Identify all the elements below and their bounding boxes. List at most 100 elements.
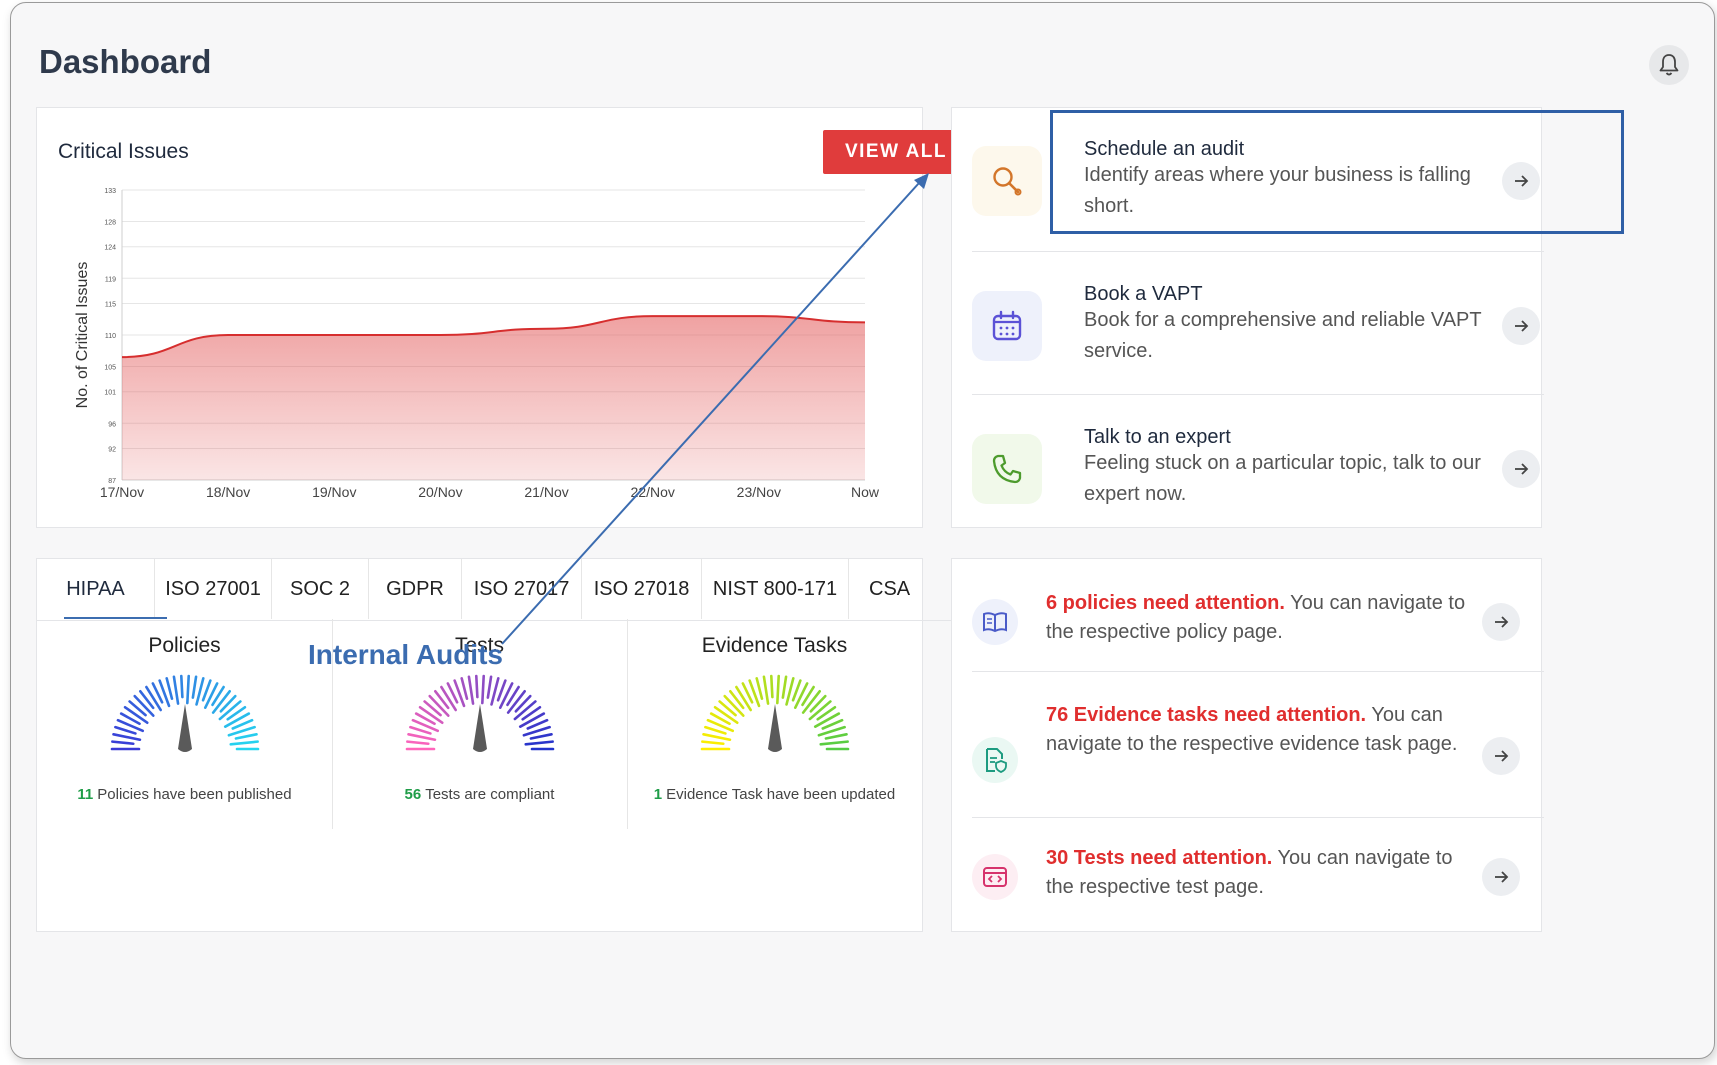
gauge-tick xyxy=(713,705,739,725)
gauge-tests: Tests 56 Tests are compliant xyxy=(332,559,627,819)
gauge-caption: 1 Evidence Task have been updated xyxy=(627,786,922,803)
notifications-button[interactable] xyxy=(1649,45,1689,85)
action-book-a-vapt[interactable]: Book a VAPT Book for a comprehensive and … xyxy=(972,283,1578,383)
x-tick-label: 17/Nov xyxy=(100,484,144,500)
gauge-dial xyxy=(405,674,554,752)
x-tick-label: Now xyxy=(851,484,880,500)
gauge-count: 11 xyxy=(77,786,94,803)
critical-issues-card: Critical Issues VIEW ALL 87 92 96 101 105 110… xyxy=(36,107,969,528)
page-title: Dashboard xyxy=(39,43,212,80)
view-all-button[interactable]: VIEW ALL xyxy=(823,130,969,174)
gauge-caption: 11 Policies have been published xyxy=(37,786,332,803)
gauge-tick xyxy=(427,694,450,717)
gauge-tick xyxy=(506,689,526,714)
gauge-dial xyxy=(700,674,849,752)
row-divider xyxy=(972,251,1544,252)
arrow-right-icon[interactable] xyxy=(1482,858,1520,896)
attention-item[interactable]: 30 Tests need attention. You can navigat… xyxy=(952,844,1541,914)
dashboard-window: Dashboard Critical Issues VIEW ALL 87 92 9… xyxy=(10,2,1715,1059)
tab-gdpr[interactable]: GDPR xyxy=(369,559,462,619)
gauge-tick xyxy=(728,689,744,710)
gauge-tick xyxy=(800,685,815,707)
gauge-title: Tests xyxy=(454,634,504,657)
action-title: Talk to an expert xyxy=(1084,426,1231,448)
gauge-tick xyxy=(164,677,173,700)
gauge-tick xyxy=(405,740,430,746)
gauge-tick xyxy=(808,700,832,721)
gauge-tick xyxy=(230,718,253,730)
attention-text: 6 policies need attention. You can navig… xyxy=(1046,589,1466,647)
gauge-tick xyxy=(700,740,725,746)
gauge-tick xyxy=(762,675,769,705)
gauge-tick xyxy=(110,740,135,746)
arrow-right-icon[interactable] xyxy=(1502,307,1540,345)
tab-iso-27001[interactable]: ISO 27001 xyxy=(155,559,272,619)
gauge-tick xyxy=(225,705,246,721)
gauge-tick xyxy=(525,718,548,730)
critical-issues-title: Critical Issues xyxy=(58,140,189,163)
bell-icon xyxy=(1659,54,1679,76)
y-tick-label: 124 xyxy=(104,245,116,252)
gauge-tick xyxy=(201,679,212,702)
gauge-tick xyxy=(467,675,474,705)
gauge-caption-text: Evidence Task have been updated xyxy=(666,786,896,803)
x-tick-label: 21/Nov xyxy=(524,484,568,500)
arrow-right-icon[interactable] xyxy=(1482,737,1520,775)
gauge-tick xyxy=(151,682,163,704)
attention-text: 76 Evidence tasks need attention. You ca… xyxy=(1046,701,1466,759)
action-talk-to-an-expert[interactable]: Talk to an expert Feeling stuck on a part… xyxy=(972,426,1578,526)
book-icon xyxy=(972,599,1018,645)
phone-icon xyxy=(972,434,1042,504)
tab-soc-2[interactable]: SOC 2 xyxy=(272,559,369,619)
gauge-tick xyxy=(701,733,731,742)
gauge-tick xyxy=(769,674,774,699)
attention-item[interactable]: 76 Evidence tasks need attention. You ca… xyxy=(952,701,1541,811)
gauge-evidence-tasks: Evidence Tasks 1 Evidence Task have been u… xyxy=(627,559,922,819)
gauge-tick xyxy=(194,677,205,706)
frameworks-card: HIPAA ISO 27001 SOC 2 GDPR ISO 27017 ISO 2701… xyxy=(36,558,1008,932)
attention-message: You can navigate to the respective evide… xyxy=(1046,704,1458,755)
gauge-count: 56 xyxy=(404,786,422,803)
gauge-tick xyxy=(824,733,848,740)
active-tab-indicator xyxy=(64,617,167,619)
gauge-tick xyxy=(219,694,237,713)
gauge-tick xyxy=(747,679,760,708)
gauge-tick xyxy=(781,675,787,699)
gauge-dial xyxy=(110,674,259,752)
gauge-tick xyxy=(775,674,780,705)
magnifier-icon xyxy=(972,146,1042,216)
arrow-right-icon[interactable] xyxy=(1482,603,1520,641)
gauge-tick xyxy=(116,718,144,733)
tab-hipaa[interactable]: HIPAA xyxy=(37,559,155,619)
y-tick-label: 119 xyxy=(105,276,116,283)
attention-highlight: 76 Evidence tasks need attention. xyxy=(1046,704,1367,726)
gauge-tick xyxy=(522,725,551,737)
document-shield-icon xyxy=(972,737,1018,783)
action-desc: Book for a comprehensive and reliable VA… xyxy=(1084,309,1482,362)
arrow-right-icon[interactable] xyxy=(1502,450,1540,488)
gauge-tick xyxy=(406,733,436,742)
attention-card: 6 policies need attention. You can navig… xyxy=(951,558,1544,932)
row-divider xyxy=(972,817,1544,818)
gauge-needle xyxy=(177,704,192,752)
gauge-caption: 56 Tests are compliant xyxy=(332,786,627,803)
arrow-right-icon[interactable] xyxy=(1502,162,1540,200)
gauge-tick xyxy=(498,682,513,710)
y-tick-label: 105 xyxy=(104,365,116,372)
gauge-tick xyxy=(505,685,520,707)
y-tick-label: 110 xyxy=(105,333,116,340)
attention-item[interactable]: 6 policies need attention. You can navig… xyxy=(952,589,1541,669)
attention-highlight: 30 Tests need attention. xyxy=(1046,847,1273,869)
gauge-tick xyxy=(514,694,532,713)
annotation-label: Internal Audits xyxy=(308,639,503,670)
column-divider xyxy=(332,619,333,829)
gauge-tick xyxy=(422,700,442,717)
y-tick-label: 92 xyxy=(108,446,116,453)
area-fill xyxy=(122,316,865,480)
gauge-tick xyxy=(418,705,444,725)
action-desc: Identify areas where your business is fa… xyxy=(1084,164,1471,217)
gauge-tick xyxy=(111,733,141,742)
y-tick-label: 133 xyxy=(104,188,116,195)
action-schedule-an-audit[interactable]: Schedule an audit Identify areas where yo… xyxy=(972,138,1578,238)
y-tick-label: 87 xyxy=(108,478,116,485)
